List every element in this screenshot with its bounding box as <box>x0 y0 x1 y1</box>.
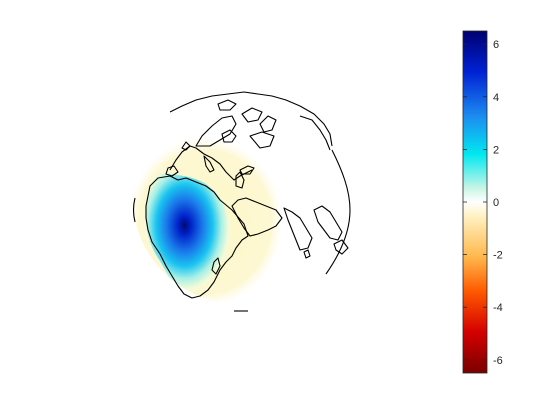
colorbar-tick-label: -6 <box>493 355 503 367</box>
baltic <box>221 129 237 143</box>
globe-limb-west <box>132 197 136 223</box>
colorbar: 6 4 2 0 -2 -4 -6 <box>462 30 503 374</box>
novaya-zemlya <box>259 115 277 133</box>
colorbar-tick-label: -4 <box>493 302 503 314</box>
colorbar-tick-label: 0 <box>493 197 499 209</box>
indonesia-fragment <box>333 239 349 255</box>
russia-north <box>249 131 275 149</box>
sri-lanka <box>303 249 311 259</box>
siberia-coast <box>299 115 331 151</box>
india-coast <box>283 207 313 251</box>
colorbar-ticks: 6 4 2 0 -2 -4 -6 <box>463 39 503 367</box>
colorbar-tick-label: 6 <box>493 39 499 51</box>
caspian <box>235 171 245 189</box>
colorbar-tick-label: -2 <box>493 250 503 262</box>
europe-coast <box>169 145 253 181</box>
british-isles <box>181 141 191 151</box>
globe-limb-east <box>325 149 351 275</box>
black-sea <box>239 165 255 175</box>
colorbar-tick-label: 2 <box>493 144 499 156</box>
southeast-asia-coast <box>313 205 343 241</box>
arctic-coast <box>169 91 333 147</box>
madagascar <box>211 257 221 275</box>
colorbar-tick-label: 4 <box>493 92 499 104</box>
italy <box>203 155 215 173</box>
iberia <box>165 165 179 177</box>
africa-coast <box>145 175 249 299</box>
arctic-fragment <box>241 107 263 123</box>
coastlines <box>132 91 351 312</box>
arabia-coast <box>231 197 283 237</box>
scandinavia <box>195 115 237 147</box>
arctic-islands <box>217 99 237 111</box>
anomaly-core <box>146 173 232 298</box>
